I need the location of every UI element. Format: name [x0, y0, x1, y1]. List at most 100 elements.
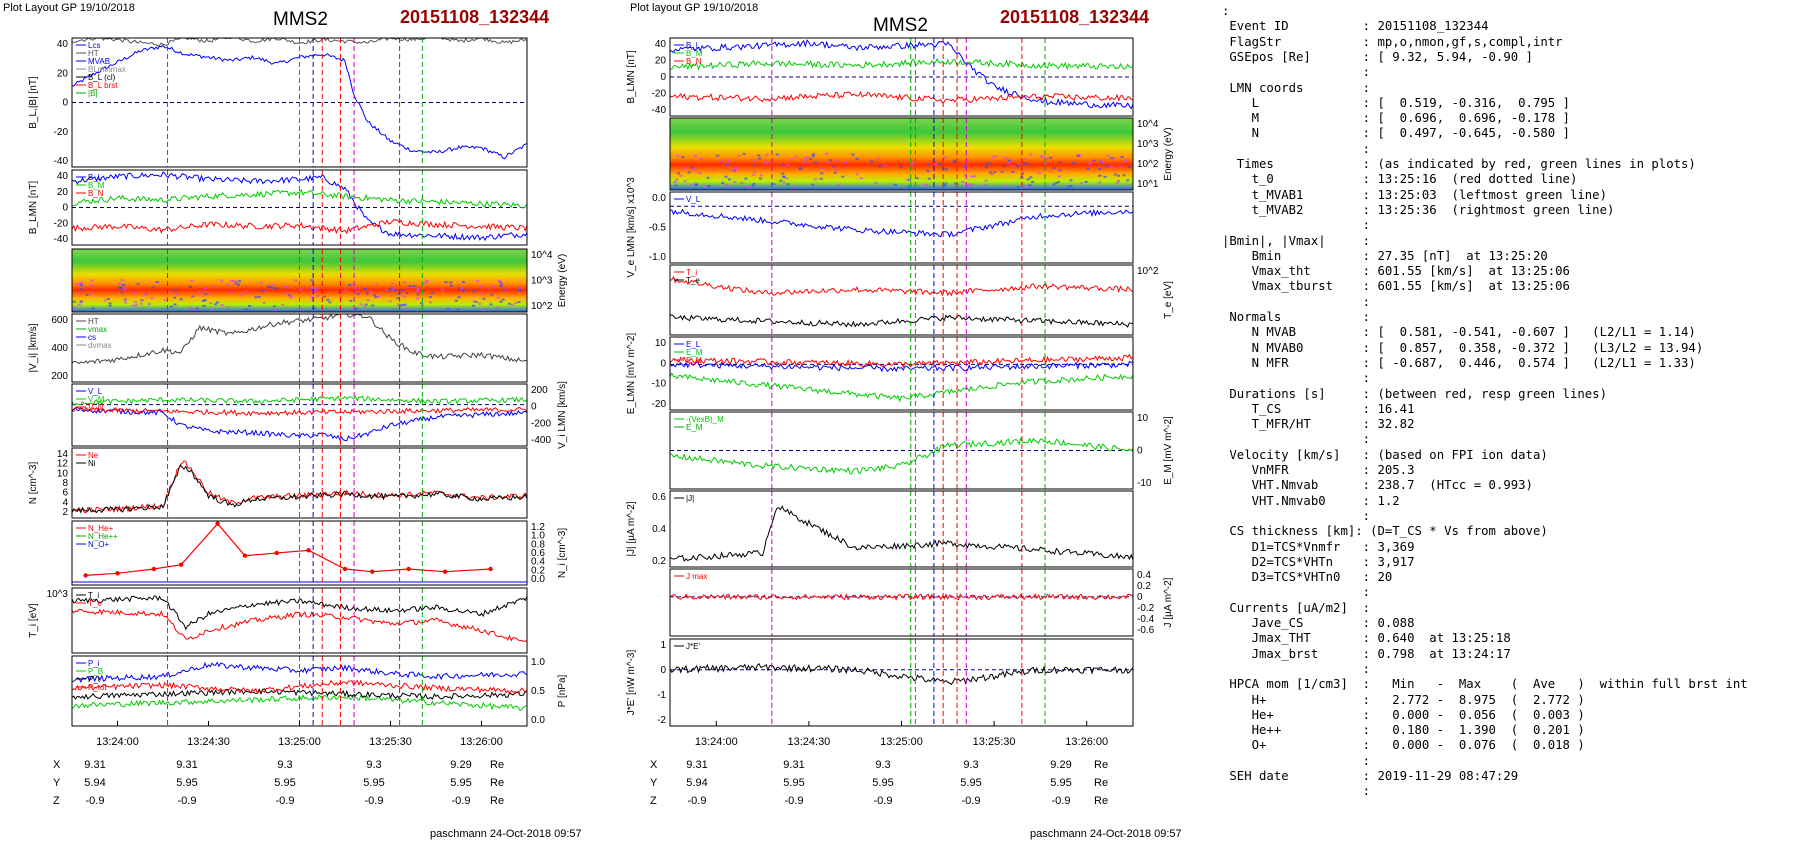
heatmap-noise-pixel: [481, 308, 485, 311]
heatmap-noise-pixel: [732, 169, 736, 172]
heatmap-noise-pixel: [779, 179, 783, 182]
heatmap-noise-pixel: [365, 292, 369, 295]
heatmap-noise-pixel: [775, 153, 779, 156]
right-panel-3-ytick: -0.5: [649, 223, 667, 234]
heatmap-noise-pixel: [906, 178, 910, 181]
heatmap-noise-pixel: [753, 164, 757, 167]
info-line: Jave_CS : 0.088: [1222, 616, 1415, 630]
left-panel-8-ylabel: T_i [eV]: [28, 603, 39, 638]
heatmap-noise-pixel: [191, 295, 195, 298]
left-panel-7-series-N_He++-point: [242, 553, 248, 558]
heatmap-noise-pixel: [912, 161, 916, 164]
right-panel-4-frame: [669, 264, 1134, 336]
heatmap-noise-pixel: [155, 281, 159, 284]
right-panel-2-ytick: 10^4: [1137, 119, 1159, 130]
heatmap-noise-pixel: [288, 294, 292, 297]
right-panel-8-frame: [669, 568, 1134, 637]
left-panel-1-series-|B|: [72, 37, 528, 47]
right-figure-footer: paschmann 24-Oct-2018 09:57: [1030, 828, 1182, 840]
heatmap-noise-pixel: [248, 304, 252, 307]
left-ephemeris-value: -0.9: [276, 795, 295, 807]
right-spacecraft-label: MMS2: [873, 15, 928, 36]
info-line: VnMFR : 205.3: [1222, 463, 1415, 477]
right-panel-1-series-B_N: [669, 90, 1134, 104]
info-line: HPCA mom [1/cm3] : Min - Max ( Ave ) wit…: [1222, 677, 1748, 692]
heatmap-noise-pixel: [1087, 162, 1091, 165]
info-line: |Bmin|, |Vmax| :: [1222, 233, 1371, 248]
left-panel-4-ytick: 600: [51, 315, 68, 326]
left-ephemeris-unit: Re: [490, 795, 504, 807]
heatmap-noise-pixel: [377, 295, 381, 298]
right-panel-2-ytick: 10^2: [1137, 159, 1159, 170]
heatmap-noise-pixel: [1112, 157, 1116, 160]
heatmap-noise-pixel: [744, 177, 748, 180]
heatmap-noise-pixel: [195, 307, 199, 310]
left-panel-4-ytick: 400: [51, 343, 68, 354]
heatmap-noise-pixel: [517, 288, 521, 291]
heatmap-noise-pixel: [1116, 174, 1120, 177]
heatmap-noise-pixel: [403, 303, 407, 306]
heatmap-noise-pixel: [1016, 186, 1020, 189]
heatmap-noise-pixel: [1120, 156, 1124, 159]
heatmap-noise-pixel: [821, 167, 825, 170]
info-line: CS thickness [km]: (D=T_CS * Vs from abo…: [1222, 524, 1548, 539]
heatmap-noise-pixel: [415, 289, 419, 292]
left-panel-4-ylabel: |V_i| [km/s]: [28, 323, 39, 372]
heatmap-noise-pixel: [190, 279, 194, 282]
info-line: H+ : 2.772 - 8.975 ( 2.772 ): [1222, 692, 1585, 707]
heatmap-noise-pixel: [733, 167, 737, 170]
heatmap-noise-pixel: [825, 161, 829, 164]
heatmap-noise-pixel: [753, 170, 757, 173]
right-panel-6-frame: [669, 411, 1134, 490]
heatmap-noise-pixel: [173, 303, 177, 306]
left-panel-1-legend-label: HT: [88, 49, 99, 58]
heatmap-noise-pixel: [108, 304, 112, 307]
left-panel-7-ytick: 0.4: [531, 557, 545, 568]
heatmap-noise-pixel: [1069, 179, 1073, 182]
right-xtick-label: 13:25:00: [880, 736, 923, 748]
heatmap-noise-pixel: [834, 159, 838, 162]
heatmap-noise-pixel: [1056, 181, 1060, 184]
heatmap-noise-pixel: [384, 288, 388, 291]
heatmap-noise-pixel: [676, 172, 680, 175]
heatmap-noise-pixel: [676, 154, 680, 157]
left-panel-9-ylabel: P [nPa]: [557, 674, 568, 707]
heatmap-noise-pixel: [229, 290, 233, 293]
heatmap-noise-pixel: [926, 163, 930, 166]
heatmap-noise-pixel: [268, 286, 272, 289]
heatmap-noise-pixel: [169, 305, 173, 308]
heatmap-noise-pixel: [1004, 157, 1008, 160]
left-panel-3-ytick: 10^2: [531, 301, 553, 312]
right-xtick-label: 13:24:00: [695, 736, 738, 748]
heatmap-noise-pixel: [832, 165, 836, 168]
heatmap-noise-pixel: [1086, 168, 1090, 171]
right-panel-8-ytick: -0.4: [1137, 614, 1155, 625]
left-panel-1-ytick: 20: [57, 68, 69, 79]
right-panel-9-frame: [669, 638, 1134, 727]
heatmap-noise-pixel: [79, 300, 83, 303]
info-line: FlagStr : mp,o,nmon,gf,s,compl,intr: [1222, 34, 1563, 49]
info-line: N MVAB : [ 0.581, -0.541, -0.607 ] (L2/L…: [1222, 325, 1696, 340]
left-panel-6-series-Ne: [71, 460, 528, 514]
heatmap-noise-pixel: [420, 302, 424, 305]
info-line: N MVAB0 : [ 0.857, 0.358, -0.372 ] (L3/L…: [1222, 340, 1704, 355]
heatmap-noise-pixel: [990, 156, 994, 159]
left-panel-7-legend-label: N_He++: [88, 532, 118, 541]
heatmap-noise-pixel: [274, 287, 278, 290]
heatmap-noise-pixel: [309, 287, 313, 290]
right-panel-5-ytick: -20: [652, 399, 667, 410]
heatmap-noise-pixel: [1058, 169, 1062, 172]
heatmap-noise-pixel: [310, 279, 314, 282]
heatmap-noise-pixel: [813, 178, 817, 181]
heatmap-noise-pixel: [970, 175, 974, 178]
left-panel-4-series-|V_i|: [71, 313, 528, 365]
heatmap-noise-pixel: [85, 294, 89, 297]
left-ephemeris-label: X: [53, 759, 61, 771]
heatmap-noise-pixel: [194, 308, 198, 311]
heatmap-noise-pixel: [733, 180, 737, 183]
heatmap-noise-pixel: [151, 286, 155, 289]
heatmap-noise-pixel: [735, 169, 739, 172]
left-panel-4-legend-label: cs: [88, 333, 96, 342]
heatmap-noise-pixel: [261, 289, 265, 292]
left-ephemeris-value: 5.94: [84, 777, 105, 789]
